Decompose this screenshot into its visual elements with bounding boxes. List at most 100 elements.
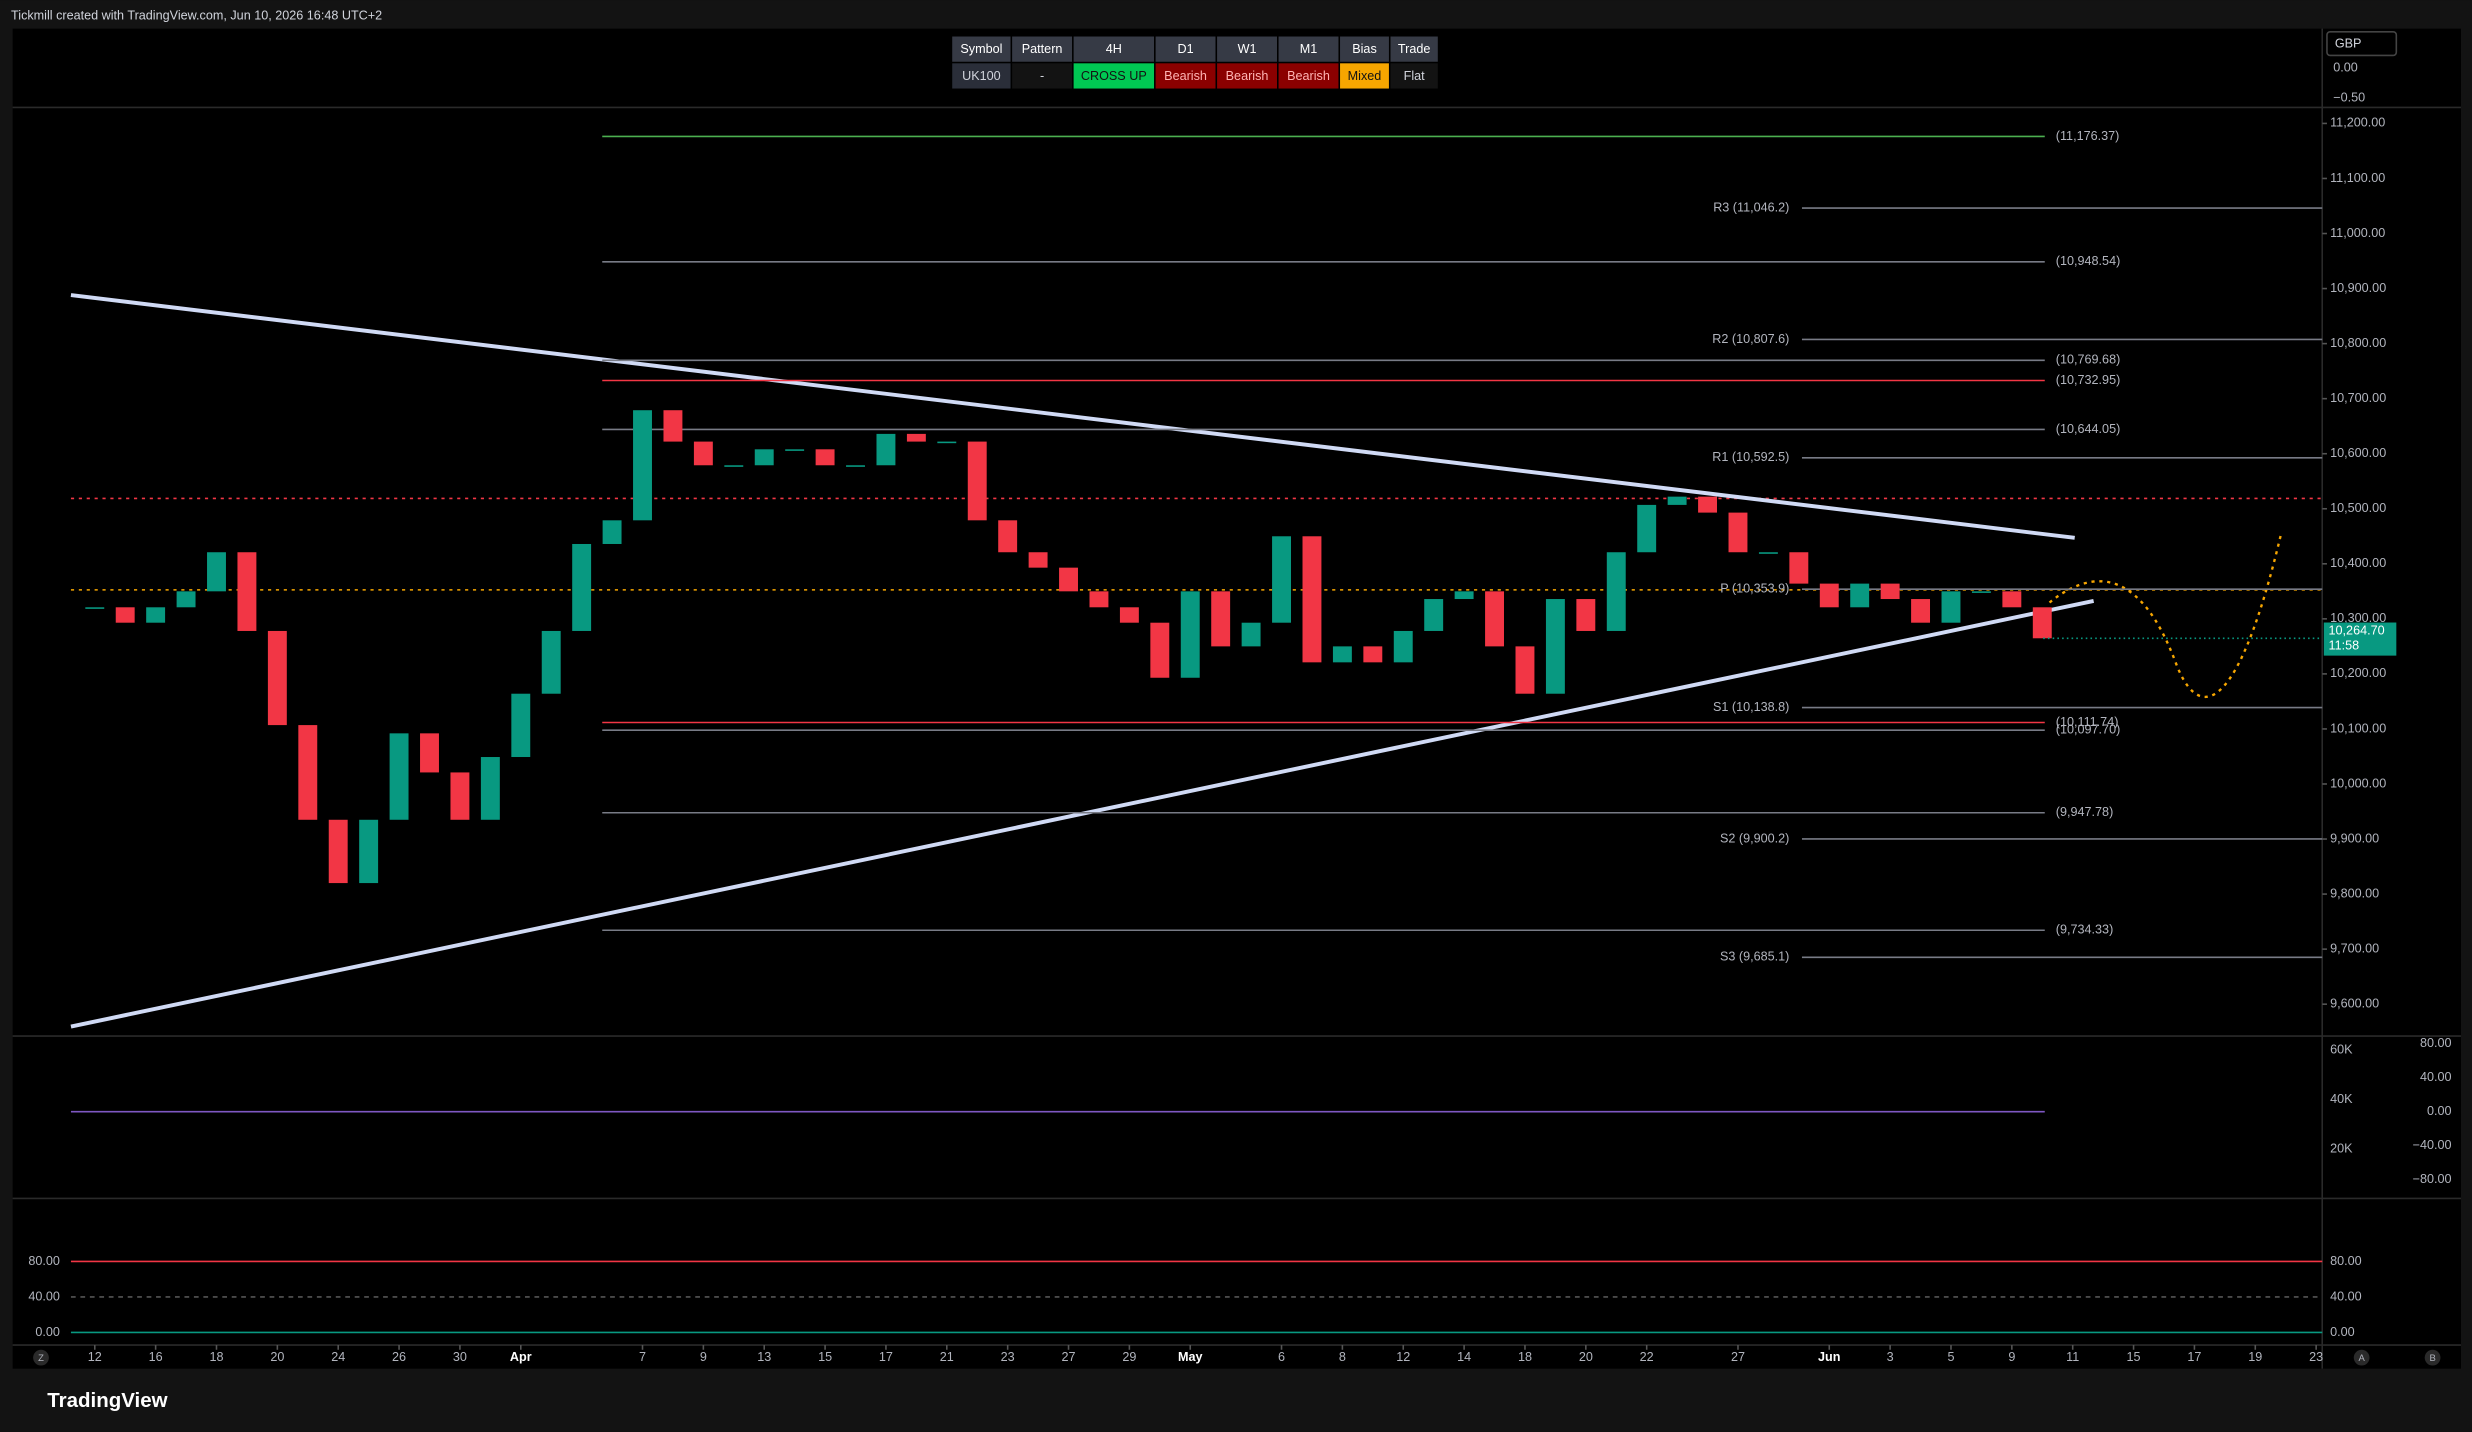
- y-tick-label: 11,200.00: [2330, 116, 2385, 130]
- axis-button-label[interactable]: B: [2429, 1353, 2435, 1364]
- candle-body: [633, 410, 652, 521]
- x-tick-label: 17: [879, 1350, 893, 1364]
- x-tick-label: 27: [1062, 1350, 1076, 1364]
- level-label: (10,769.68): [2056, 353, 2121, 367]
- candle-body: [1485, 591, 1504, 647]
- x-tick-label: 24: [331, 1350, 345, 1364]
- table-header: Trade: [1398, 42, 1430, 56]
- candle-body: [176, 591, 196, 608]
- candle-body: [1698, 496, 1718, 513]
- candle-body: [1028, 552, 1048, 568]
- table-header-cell: [1012, 36, 1073, 62]
- table-cell: [1073, 63, 1155, 89]
- top-scale-label: 0.00: [2333, 60, 2358, 74]
- candle-body: [1515, 646, 1535, 694]
- x-tick-label: 16: [149, 1350, 163, 1364]
- level-label: (9,947.78): [2056, 805, 2113, 819]
- level-label: (10,097.70): [2056, 723, 2121, 737]
- table-header-cell: [1340, 36, 1389, 62]
- x-tick-label: 22: [1640, 1350, 1654, 1364]
- y-tick-label: 10,200.00: [2330, 666, 2386, 680]
- x-tick-label: 14: [1457, 1350, 1471, 1364]
- y-tick-label: 10,600.00: [2330, 446, 2386, 460]
- candle-body: [785, 449, 805, 451]
- x-tick-label: Jun: [1818, 1350, 1840, 1364]
- candle-body: [1880, 583, 1900, 600]
- candle-body: [815, 449, 835, 466]
- table-header: W1: [1238, 42, 1257, 56]
- y-tick-label: 9,800.00: [2330, 886, 2379, 900]
- axis-button[interactable]: [2353, 1349, 2370, 1366]
- y-tick-label: 10,400.00: [2330, 556, 2386, 570]
- table-value: Bearish: [1287, 69, 1330, 83]
- table-header: Pattern: [1022, 42, 1063, 56]
- watermark: Tickmill created with TradingView.com, J…: [11, 8, 382, 22]
- x-tick-label: 17: [2187, 1350, 2201, 1364]
- level-label: (9,734.33): [2056, 923, 2113, 937]
- x-tick-label: 15: [2127, 1350, 2141, 1364]
- pane-tick-label: 0.00: [2330, 1325, 2355, 1339]
- candle-body: [754, 449, 774, 466]
- candle-body: [541, 630, 561, 694]
- candle-body: [1911, 599, 1931, 623]
- y-tick-label: 11,000.00: [2330, 226, 2385, 240]
- candle-body: [1728, 512, 1748, 553]
- candle-body: [1606, 552, 1626, 631]
- x-tick-label: 13: [757, 1350, 771, 1364]
- candle-body: [1576, 599, 1596, 631]
- candle-body: [328, 819, 348, 884]
- table-header-cell: [1217, 36, 1277, 62]
- candle-body: [1089, 591, 1109, 608]
- level-label: (10,732.95): [2056, 373, 2121, 387]
- x-tick-label: 3: [1887, 1350, 1894, 1364]
- trendline: [70, 293, 2075, 540]
- axis-button[interactable]: [33, 1349, 49, 1366]
- countdown: 11:58: [2329, 638, 2360, 652]
- x-tick-label: 20: [1579, 1350, 1593, 1364]
- y-tick-label: 10,100.00: [2330, 721, 2386, 735]
- candle-body: [906, 433, 926, 442]
- table-header-cell: [1390, 36, 1438, 62]
- table-value: Bearish: [1164, 69, 1207, 83]
- y-tick-label: 10,500.00: [2330, 501, 2386, 515]
- table-header: M1: [1300, 42, 1318, 56]
- candle-body: [1454, 591, 1474, 600]
- level-label: (10,644.05): [2056, 422, 2121, 436]
- y-tick-label: 9,600.00: [2330, 997, 2379, 1011]
- table-cell: [952, 63, 1011, 89]
- table-cell: [1012, 63, 1073, 89]
- candle-body: [1272, 536, 1291, 623]
- x-tick-label: 7: [639, 1350, 646, 1364]
- table-value: UK100: [962, 69, 1001, 83]
- candle-body: [1667, 496, 1687, 505]
- candle-body: [237, 552, 257, 631]
- candle-body: [967, 441, 987, 521]
- candle-body: [2002, 591, 2022, 608]
- x-tick-label: 8: [1339, 1350, 1346, 1364]
- axis-button-label[interactable]: Z: [38, 1353, 44, 1364]
- pivot-label: S2 (9,900.2): [1720, 831, 1789, 845]
- axis-button-label[interactable]: A: [2358, 1353, 2365, 1364]
- last-price-box: [2323, 622, 2397, 656]
- x-tick-label: 12: [1396, 1350, 1410, 1364]
- candle-body: [146, 607, 166, 623]
- brand: TradingView: [47, 1389, 167, 1412]
- pane-tick-label: 40.00: [28, 1289, 60, 1303]
- x-tick-label: 5: [1947, 1350, 1954, 1364]
- y-tick-label: 10,700.00: [2330, 391, 2386, 405]
- level-label: (10,111.74): [2056, 715, 2119, 729]
- candle-body: [2032, 607, 2052, 639]
- currency: GBP: [2335, 37, 2362, 51]
- axis-button[interactable]: [2424, 1349, 2441, 1366]
- level-label: (11,176.37): [2056, 129, 2120, 143]
- pane-tick-label: 0.00: [2427, 1104, 2452, 1118]
- candle-body: [450, 772, 470, 820]
- table-cell: [1278, 63, 1339, 89]
- candle-body: [572, 543, 592, 631]
- table-cell: [1155, 63, 1216, 89]
- y-tick-label: 10,000.00: [2330, 776, 2386, 790]
- pane-tick-label: 80.00: [2330, 1254, 2362, 1268]
- table-value: Mixed: [1348, 69, 1382, 83]
- chart-area: [12, 28, 2461, 1369]
